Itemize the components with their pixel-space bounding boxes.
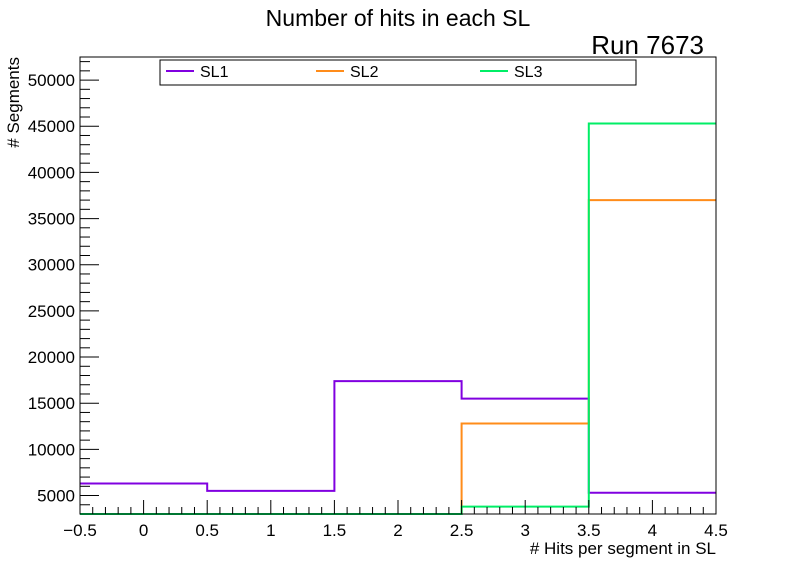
plot-frame xyxy=(79,56,717,515)
chart-title: Number of hits in each SL xyxy=(265,5,531,31)
series-sl2-line xyxy=(80,199,716,515)
x-tick-label: 1.5 xyxy=(323,521,347,540)
y-axis-label: # Segments xyxy=(4,57,23,148)
legend-box xyxy=(159,59,637,86)
y-tick-label: 35000 xyxy=(28,210,75,229)
x-tick-label: 1 xyxy=(266,521,275,540)
y-tick-label: 40000 xyxy=(28,163,75,182)
y-tick-label: 15000 xyxy=(28,394,75,413)
x-tick-label: 3 xyxy=(520,521,529,540)
legend: SL1 SL2 SL3 xyxy=(159,59,637,86)
x-tick-label: 4.5 xyxy=(704,521,728,540)
y-tick-label: 5000 xyxy=(37,487,75,506)
y-tick-label: 20000 xyxy=(28,348,75,367)
y-axis: 5000 10000 15000 20000 25000 30000 35000 40000 4… xyxy=(28,61,99,515)
x-axis-label: # Hits per segment in SL xyxy=(530,539,716,558)
x-tick-label: 2 xyxy=(393,521,402,540)
x-tick-label: 3.5 xyxy=(577,521,601,540)
x-tick-label: 4 xyxy=(648,521,657,540)
y-tick-label: 25000 xyxy=(28,302,75,321)
x-tick-label: 2.5 xyxy=(450,521,474,540)
x-axis: −0.5 0 0.5 1 1.5 2 2.5 3 3.5 4 4.5 xyxy=(63,500,728,540)
y-tick-label: 50000 xyxy=(28,71,75,90)
legend-label-sl1: SL1 xyxy=(200,64,229,81)
hist-series-group xyxy=(80,122,716,515)
run-label: Run 7673 xyxy=(591,30,704,60)
x-tick-label: 0.5 xyxy=(195,521,219,540)
y-tick-label: 45000 xyxy=(28,117,75,136)
x-tick-label: −0.5 xyxy=(63,521,97,540)
legend-label-sl2: SL2 xyxy=(350,64,379,81)
y-tick-label: 30000 xyxy=(28,256,75,275)
series-sl3-line xyxy=(80,122,716,515)
legend-label-sl3: SL3 xyxy=(514,64,543,81)
y-tick-label: 10000 xyxy=(28,440,75,459)
x-tick-label: 0 xyxy=(139,521,148,540)
series-sl1-line xyxy=(80,380,716,494)
